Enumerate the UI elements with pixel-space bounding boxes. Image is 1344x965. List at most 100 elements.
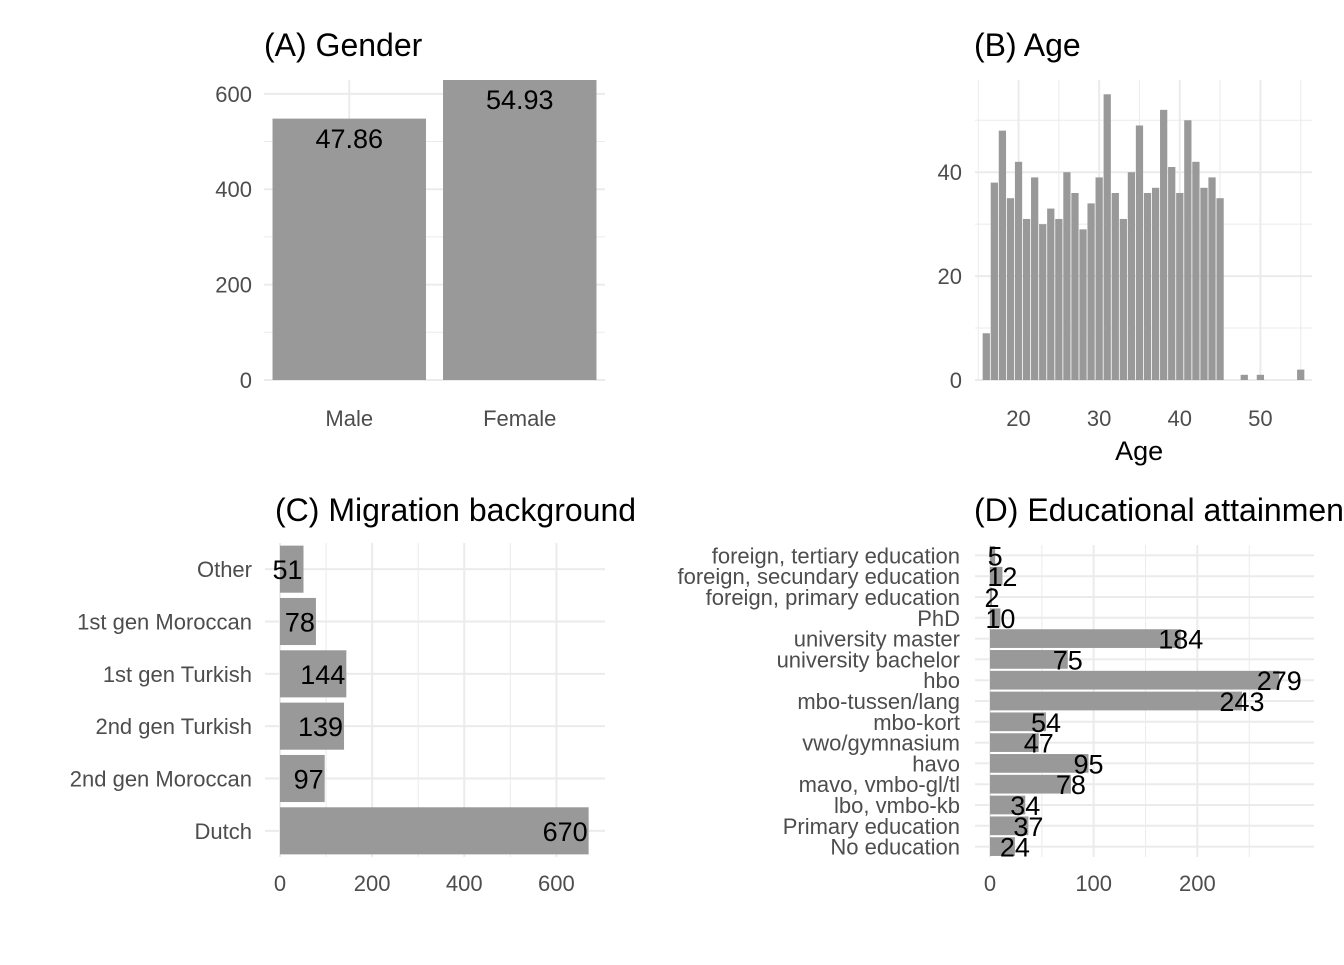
bar-age-36 <box>1143 192 1152 380</box>
panel-title: (C) Migration background <box>275 492 636 528</box>
x-tick-label: 100 <box>1075 871 1112 896</box>
data-label: 54 <box>1031 708 1061 738</box>
bar-2nd-gen-turkish <box>280 702 345 750</box>
bar-dutch <box>280 807 589 855</box>
bar-age-21 <box>1022 218 1031 380</box>
x-tick-label: 200 <box>354 871 391 896</box>
panel-educational-attainment: 0 100 200 foreign, tertiary education 5 forei… <box>677 492 1344 896</box>
x-tick-label: 50 <box>1248 406 1272 431</box>
x-tick-label: 400 <box>446 871 483 896</box>
bar-age-22 <box>1031 177 1039 380</box>
bar-primary-education <box>990 816 1029 836</box>
bar-2nd-gen-moroccan <box>280 754 325 803</box>
y-tick-label: foreign, secundary education <box>677 564 960 589</box>
bar-age-34 <box>1127 172 1136 380</box>
y-tick-label: Other <box>197 557 252 582</box>
y-tick-label: mbo-tussen/lang <box>797 689 960 714</box>
bar-age-20 <box>1014 161 1023 380</box>
bar-age-19 <box>1006 198 1015 380</box>
bar-age-17 <box>990 182 998 380</box>
data-label: 51 <box>272 555 302 585</box>
bar-hbo <box>990 670 1280 690</box>
bar-age-42 <box>1192 161 1200 380</box>
bar-mbo-kort <box>990 712 1046 732</box>
panel-title: (A) Gender <box>264 27 423 63</box>
data-label: 12 <box>987 562 1017 592</box>
x-tick-label: 30 <box>1087 406 1111 431</box>
data-label: 78 <box>1056 770 1086 800</box>
bar-age-33 <box>1119 218 1127 380</box>
data-label: 24 <box>1000 833 1030 863</box>
bar-age-30 <box>1095 177 1103 380</box>
bar-age-50 <box>1256 374 1265 380</box>
panel-title: (B) Age <box>974 27 1081 63</box>
data-label: 34 <box>1010 791 1040 821</box>
bar-age-29 <box>1087 203 1095 380</box>
y-tick-label: 40 <box>938 160 962 185</box>
y-tick-label: 1st gen Moroccan <box>77 610 252 635</box>
y-tick-label: 2nd gen Moroccan <box>70 767 252 792</box>
bar-age-32 <box>1111 192 1119 380</box>
data-label: 97 <box>294 765 324 795</box>
bar-age-28 <box>1079 229 1087 380</box>
data-label: 670 <box>543 817 588 847</box>
data-label: 78 <box>285 608 315 638</box>
bar-university-bachelor <box>990 650 1068 669</box>
y-tick-label: foreign, tertiary education <box>712 543 960 568</box>
bar-phd <box>990 608 1001 628</box>
y-tick-label: Primary education <box>783 814 960 839</box>
bar-age-26 <box>1063 172 1071 380</box>
x-tick-label: 200 <box>1179 871 1216 896</box>
bar-university-master <box>990 629 1181 648</box>
panel-age: 0 20 40 20 30 40 50 Age (B) Age <box>938 27 1312 466</box>
y-tick-label: 1st gen Turkish <box>103 662 252 687</box>
y-tick-label: PhD <box>917 606 960 631</box>
y-tick-label: mbo-kort <box>873 710 960 735</box>
data-label: 10 <box>985 604 1015 634</box>
bar-age-44 <box>1208 177 1216 380</box>
y-tick-label: hbo <box>923 668 960 693</box>
y-tick-label: vwo/gymnasium <box>802 731 960 756</box>
bar-other <box>280 545 304 593</box>
y-tick-label: foreign, primary education <box>706 585 960 610</box>
bar-vwo-gymnasium <box>990 733 1039 752</box>
bar-foreign-primary-education <box>990 587 993 607</box>
y-tick-label: Dutch <box>195 819 252 844</box>
data-label: 184 <box>1158 625 1203 655</box>
bar-age-40 <box>1176 192 1184 380</box>
bar-lbo-vmbo-kb <box>990 795 1026 815</box>
bar-foreign-tertiary-education <box>990 546 996 565</box>
data-label: 243 <box>1219 687 1264 717</box>
y-tick-label: 2nd gen Turkish <box>95 714 252 739</box>
data-label: 144 <box>300 660 345 690</box>
bar-age-24 <box>1047 208 1055 380</box>
bar-female <box>443 80 597 380</box>
data-label: 47.86 <box>315 124 383 154</box>
bar-havo <box>990 754 1089 773</box>
bar-age-55 <box>1297 369 1305 380</box>
bar-male <box>272 118 426 380</box>
bar-age-45 <box>1216 198 1224 380</box>
bar-age-25 <box>1055 218 1063 380</box>
panel-gender: 0 200 400 600 47.86 Male 54.93 Female (A) Gender <box>215 27 605 431</box>
data-label: 2 <box>985 583 1000 613</box>
data-label: 47 <box>1024 729 1054 759</box>
bar-age-43 <box>1200 187 1208 380</box>
data-label: 279 <box>1257 666 1302 696</box>
x-tick-label: Female <box>483 406 556 431</box>
x-tick-label: 40 <box>1168 406 1192 431</box>
y-tick-label: 200 <box>215 273 252 298</box>
data-label: 54.93 <box>486 85 554 115</box>
bar-foreign-secundary-education <box>990 566 1003 586</box>
y-tick-label: lbo, vmbo-kb <box>834 793 960 818</box>
panel-title: (D) Educational attainment <box>974 492 1344 528</box>
x-tick-label: 0 <box>274 871 286 896</box>
data-label: 5 <box>988 541 1003 571</box>
bar-mbo-tussen-lang <box>990 691 1242 711</box>
y-tick-label: 20 <box>938 264 962 289</box>
bar-mavo-vmbo-gl-tl <box>990 774 1071 794</box>
y-tick-label: mavo, vmbo-gl/tl <box>799 772 960 797</box>
bar-age-48 <box>1240 374 1248 380</box>
